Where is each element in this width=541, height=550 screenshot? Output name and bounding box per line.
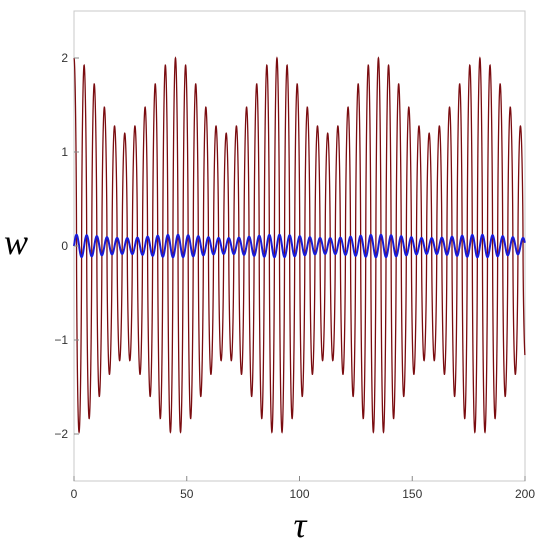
y-tick-label: −2: [54, 427, 68, 441]
series-line-2: [73, 233, 526, 259]
x-axis-title: τ: [294, 505, 308, 545]
axis-ticks: 0 50 100 150 200 −2 −1 0 1 2: [54, 51, 535, 501]
x-tick-label: 150: [402, 487, 422, 501]
y-tick-label: 0: [61, 239, 68, 253]
plot-area: [73, 56, 526, 434]
y-tick-label: 2: [61, 51, 68, 65]
series-line-1: [73, 56, 526, 434]
y-axis-title: w: [4, 222, 28, 262]
x-tick-label: 100: [289, 487, 309, 501]
y-tick-label: −1: [54, 333, 68, 347]
x-tick-label: 50: [180, 487, 194, 501]
x-tick-label: 200: [515, 487, 535, 501]
x-tick-label: 0: [71, 487, 78, 501]
y-tick-label: 1: [61, 145, 68, 159]
